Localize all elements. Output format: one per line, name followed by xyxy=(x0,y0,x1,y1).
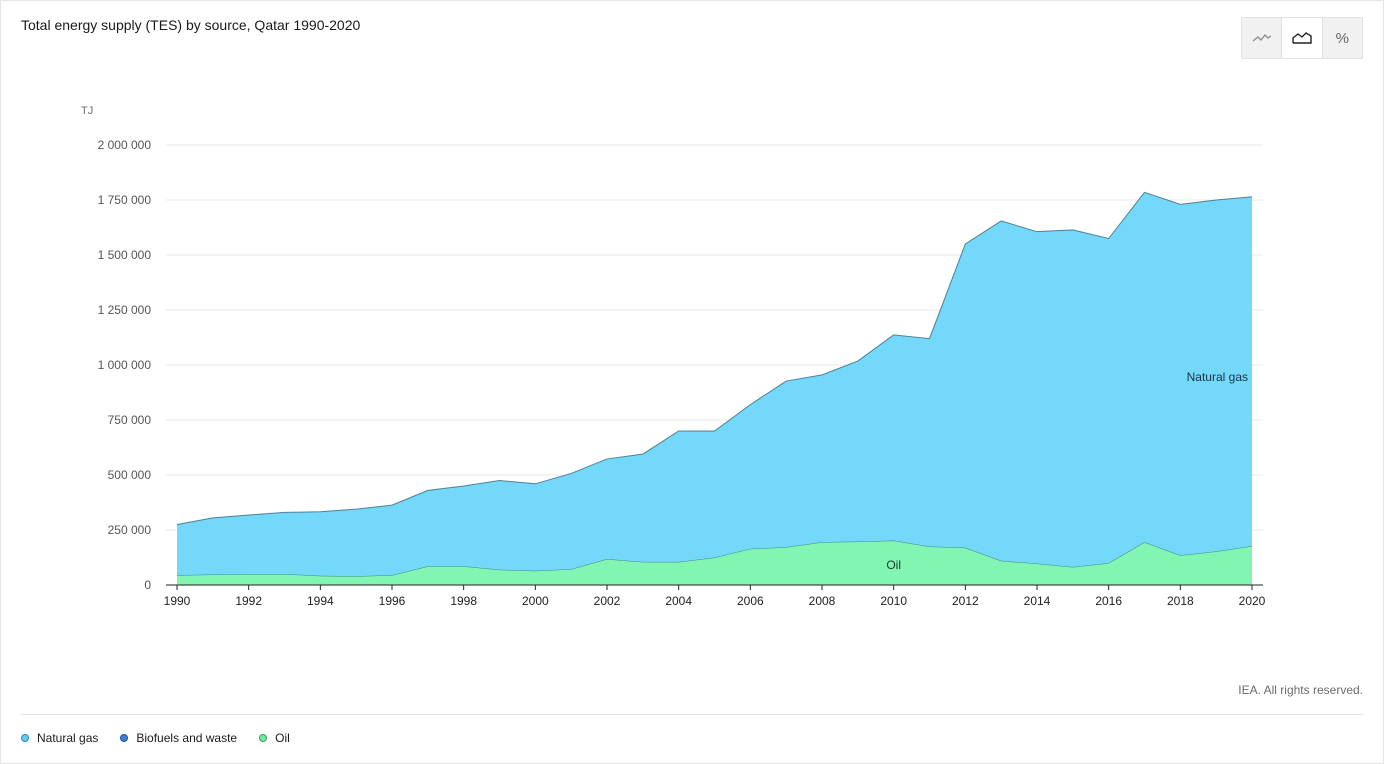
y-tick-label: 0 xyxy=(144,578,151,592)
natural-gas-swatch xyxy=(21,734,29,742)
y-tick-label: 1 000 000 xyxy=(98,358,152,372)
oil-swatch xyxy=(259,734,268,742)
natural-gas-annotation: Natural gas xyxy=(1187,370,1248,384)
x-tick-label: 2018 xyxy=(1167,594,1194,608)
y-tick-label: 1 500 000 xyxy=(98,248,152,262)
legend: Natural gas Biofuels and waste Oil xyxy=(21,731,290,745)
line-chart-icon xyxy=(1252,34,1272,42)
y-tick-label: 250 000 xyxy=(108,523,152,537)
x-tick-label: 2010 xyxy=(880,594,907,608)
x-tick-label: 1998 xyxy=(450,594,477,608)
x-tick-label: 2002 xyxy=(594,594,621,608)
x-tick-label: 2006 xyxy=(737,594,764,608)
y-tick-label: 500 000 xyxy=(108,468,152,482)
legend-label: Biofuels and waste xyxy=(136,731,238,745)
legend-item-biofuels-and-waste[interactable]: Biofuels and waste xyxy=(120,731,237,745)
legend-item-natural-gas[interactable]: Natural gas xyxy=(21,731,98,745)
chart-type-toolbar: % xyxy=(1241,17,1363,59)
legend-label: Natural gas xyxy=(37,731,99,745)
series-line-natural-gas xyxy=(176,191,1253,525)
legend-item-oil[interactable]: Oil xyxy=(259,731,290,745)
x-tick-label: 2016 xyxy=(1095,594,1122,608)
x-tick-label: 2008 xyxy=(809,594,836,608)
x-tick-label: 2004 xyxy=(665,594,692,608)
x-tick-label: 2000 xyxy=(522,594,549,608)
legend-label: Oil xyxy=(275,731,290,745)
copyright-notice: IEA. All rights reserved. xyxy=(1238,683,1363,697)
y-tick-label: 1 750 000 xyxy=(98,193,152,207)
x-tick-label: 2014 xyxy=(1024,594,1051,608)
area-chart-icon xyxy=(1292,32,1312,44)
percent-button[interactable]: % xyxy=(1321,18,1362,58)
x-tick-label: 2020 xyxy=(1239,594,1266,608)
y-tick-label: 1 250 000 xyxy=(98,303,152,317)
x-tick-label: 2012 xyxy=(952,594,979,608)
percent-icon: % xyxy=(1335,29,1349,47)
x-tick-label: 1996 xyxy=(379,594,406,608)
x-tick-label: 1992 xyxy=(235,594,262,608)
y-tick-label: 750 000 xyxy=(108,413,152,427)
area-oil xyxy=(177,540,1252,585)
chart-title: Total energy supply (TES) by source, Qat… xyxy=(21,17,361,33)
x-tick-label: 1994 xyxy=(307,594,334,608)
x-tick-label: 1990 xyxy=(164,594,191,608)
y-tick-label: 2 000 000 xyxy=(98,138,152,152)
legend-divider xyxy=(21,714,1363,715)
y-axis-unit-label: TJ xyxy=(81,105,93,117)
oil-annotation: Oil xyxy=(886,558,901,572)
area-chart-button[interactable] xyxy=(1281,18,1322,58)
area-natural-gas xyxy=(177,192,1252,577)
area-chart: TJ 0 250 000 500 000 750 000 1 000 000 1 250 0… xyxy=(81,105,1266,608)
biofuels-swatch xyxy=(120,734,129,742)
line-chart-button[interactable] xyxy=(1242,18,1281,58)
